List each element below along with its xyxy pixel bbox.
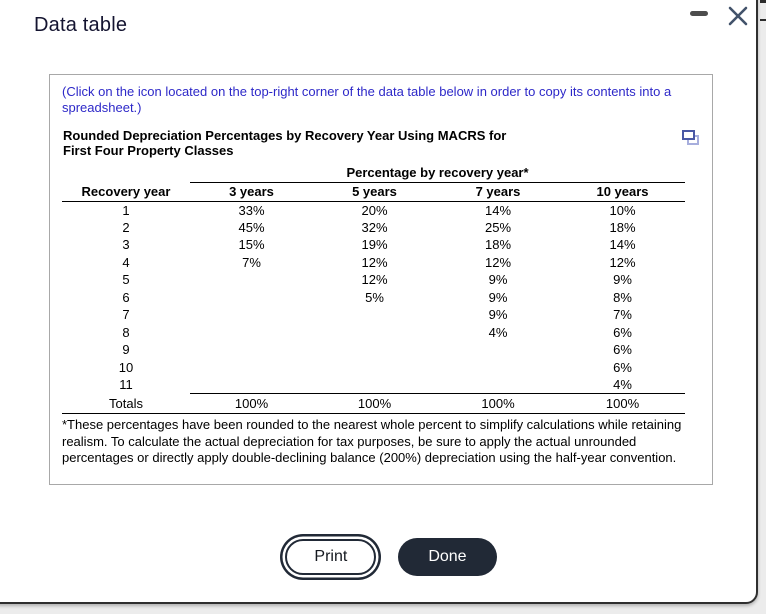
table-cell <box>436 376 560 394</box>
table-cell: 9 <box>122 342 130 358</box>
dialog-title: Data table <box>34 14 128 36</box>
table-cell: 7 <box>122 307 130 323</box>
table-cell: 9% <box>613 272 632 288</box>
table-cell: 33% <box>238 202 265 218</box>
totals-cell: 100% <box>190 393 313 414</box>
minimize-dash <box>690 11 708 16</box>
table-cell: 15% <box>238 237 265 253</box>
table-cell: 4% <box>560 376 685 394</box>
table-cell: 18% <box>484 237 512 253</box>
table-title: Rounded Depreciation Percentages by Reco… <box>63 128 507 158</box>
data-table-dialog: Data table (Click on the icon located on… <box>0 0 758 604</box>
table-cell: 20% <box>361 202 388 218</box>
column-header: 10 years <box>560 182 685 202</box>
table-cell: 1 <box>122 202 130 218</box>
table-cell <box>190 289 313 307</box>
table-cell: 11 <box>119 377 133 393</box>
table-cell: 6% <box>613 324 632 340</box>
table-cell: 19% <box>361 237 388 253</box>
table-cell: 9% <box>488 272 508 288</box>
table-cell <box>190 324 313 342</box>
table-cell <box>313 359 436 377</box>
instruction-panel: (Click on the icon located on the top-ri… <box>49 74 713 485</box>
table-cell: 12% <box>361 254 388 270</box>
table-footnote: *These percentages have been rounded to … <box>62 417 682 465</box>
table-cell <box>313 324 436 342</box>
table-cell: 8% <box>613 289 632 305</box>
table-cell <box>313 376 436 394</box>
copy-table-icon[interactable] <box>682 130 700 146</box>
dialog-button-row: Print Done <box>59 538 723 576</box>
table-cell <box>190 306 313 324</box>
table-cell: 12% <box>484 254 512 270</box>
table-row: 10 6% <box>62 359 685 377</box>
table-row: 4 7% 12% 12% 12% <box>62 254 685 272</box>
table-cell: 9% <box>488 307 508 323</box>
table-row: 1 33% 20% 14% 10% <box>62 201 685 219</box>
table-row: 8 4% 6% <box>62 324 685 342</box>
table-totals-row: Totals 100% 100% 100% 100% <box>62 393 685 414</box>
minimize-icon[interactable] <box>690 11 710 21</box>
table-cell: 45% <box>238 219 265 235</box>
scrollbar-fragment <box>760 0 766 21</box>
totals-label: Totals <box>62 393 190 414</box>
span-header-row: Percentage by recovery year* <box>62 164 685 183</box>
table-cell: 9% <box>488 289 508 305</box>
table-cell: 14% <box>484 202 512 218</box>
done-button[interactable]: Done <box>398 538 497 576</box>
table-cell: 7% <box>242 254 261 270</box>
table-cell: 6% <box>613 342 632 358</box>
table-cell: 4% <box>488 324 508 340</box>
table-cell: 12% <box>361 272 388 288</box>
totals-cell: 100% <box>313 393 436 414</box>
column-header-row: Recovery year 3 years 5 years 7 years 10… <box>62 182 685 202</box>
table-row: 2 45% 32% 25% 18% <box>62 219 685 237</box>
instruction-text: (Click on the icon located on the top-ri… <box>62 84 672 115</box>
table-cell: 4 <box>122 254 130 270</box>
table-cell: 14% <box>609 237 636 253</box>
depreciation-table: Percentage by recovery year* Recovery ye… <box>62 164 685 414</box>
print-button[interactable]: Print <box>285 539 377 575</box>
close-icon[interactable] <box>726 4 750 28</box>
table-cell <box>190 359 313 377</box>
table-cell <box>436 341 560 359</box>
table-cell: 7% <box>613 307 632 323</box>
table-row: 11 4% <box>62 376 685 394</box>
table-cell: 6% <box>613 359 632 375</box>
table-cell: 5% <box>365 289 384 305</box>
table-row: 9 6% <box>62 341 685 359</box>
empty-cell <box>62 164 190 182</box>
table-cell <box>313 306 436 324</box>
column-header: 5 years <box>313 182 436 202</box>
table-cell: 18% <box>609 219 636 235</box>
table-cell <box>313 341 436 359</box>
table-cell: 2 <box>122 219 130 235</box>
totals-cell: 100% <box>436 393 560 414</box>
table-cell: 25% <box>484 219 512 235</box>
column-header: 7 years <box>436 182 560 202</box>
table-span-header: Percentage by recovery year* <box>190 164 685 183</box>
table-cell <box>190 376 313 394</box>
table-cell: 32% <box>361 219 388 235</box>
table-cell <box>436 359 560 377</box>
column-header: Recovery year <box>62 182 190 202</box>
table-cell: 3 <box>122 237 130 253</box>
table-cell: 5 <box>122 272 130 288</box>
column-header: 3 years <box>190 182 313 202</box>
totals-cell: 100% <box>560 393 685 414</box>
table-row: 7 9% 7% <box>62 306 685 324</box>
table-row: 3 15% 19% 18% 14% <box>62 236 685 254</box>
table-cell: 10% <box>609 202 636 218</box>
table-cell: 12% <box>609 254 636 270</box>
table-cell: 8 <box>122 324 130 340</box>
table-row: 5 12% 9% 9% <box>62 271 685 289</box>
table-row: 6 5% 9% 8% <box>62 289 685 307</box>
table-cell: 10 <box>118 359 134 375</box>
table-cell: 6 <box>122 289 130 305</box>
table-cell <box>190 271 313 289</box>
table-cell <box>190 341 313 359</box>
